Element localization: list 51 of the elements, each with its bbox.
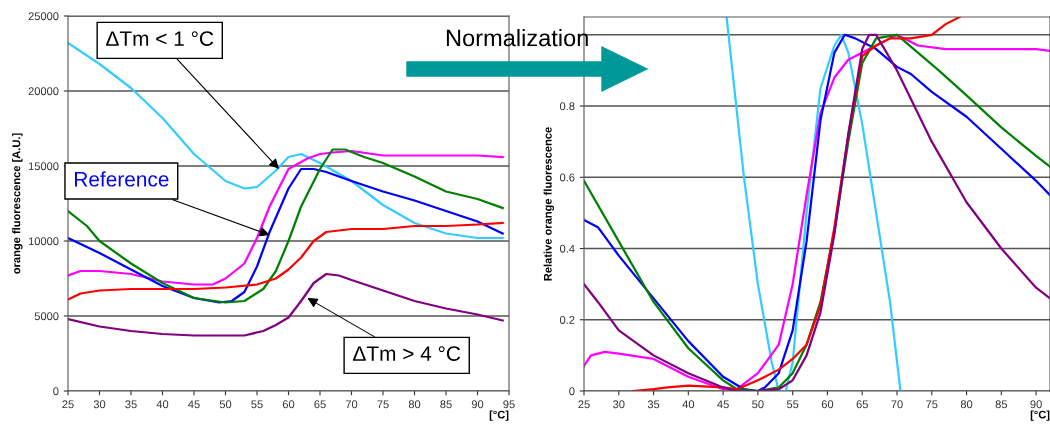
x-tick-label: 85	[995, 400, 1008, 409]
y-axis-title: orange fluorescence [A.U.]	[12, 133, 23, 274]
x-tick-label: 50	[752, 400, 764, 409]
y-tick-label: 0.4	[559, 244, 575, 253]
annotation: ΔTm > 4 °C	[353, 346, 461, 361]
annotation: ΔTm < 1 °C	[106, 31, 214, 46]
annotation: Reference	[75, 171, 169, 187]
x-tick-label: 60	[821, 400, 834, 409]
y-tick-label: 20000	[28, 87, 59, 96]
x-tick-label: 25	[62, 400, 74, 409]
x-tick-label: 65	[314, 400, 326, 409]
x-tick-label: 70	[345, 400, 358, 409]
x-tick-label: 55	[786, 400, 799, 409]
x-axis-title: [°C]	[1030, 410, 1050, 421]
y-tick-label: 0.2	[559, 316, 575, 324]
x-tick-label: 40	[156, 400, 169, 409]
line-series	[725, 17, 902, 391]
x-tick-label: 65	[856, 400, 868, 409]
y-axis-title: Relative orange fluorescence	[543, 127, 554, 281]
x-tick-label: 30	[613, 400, 625, 409]
line-series	[68, 221, 504, 301]
annotation: Normalization	[446, 29, 588, 47]
x-tick-label: 90	[471, 400, 484, 409]
y-tick-label: 0	[53, 387, 59, 396]
x-tick-label: 45	[188, 400, 200, 409]
y-tick-label: 0.6	[559, 173, 575, 182]
x-tick-label: 30	[93, 400, 106, 409]
y-tick-label: 25000	[28, 12, 59, 21]
y-tick-label: 0.8	[559, 102, 575, 111]
x-tick-label: 50	[219, 400, 232, 409]
y-tick-label: 10000	[28, 237, 59, 246]
x-tick-label: 80	[408, 400, 421, 409]
x-tick-label: 75	[377, 400, 389, 409]
x-tick-label: 75	[926, 400, 938, 409]
x-tick-label: 95	[503, 400, 515, 409]
y-tick-label: 15000	[28, 162, 59, 171]
x-tick-label: 70	[891, 400, 903, 409]
x-axis-title: [°C]	[489, 410, 509, 421]
x-tick-label: 85	[440, 400, 452, 409]
x-tick-label: 40	[682, 400, 695, 409]
x-tick-label: 55	[251, 400, 263, 409]
x-tick-label: 80	[960, 400, 973, 409]
x-tick-label: 90	[1030, 400, 1042, 409]
x-tick-label: 35	[647, 400, 660, 409]
x-tick-label: 25	[578, 400, 590, 409]
x-tick-label: 35	[125, 400, 137, 409]
x-tick-label: 60	[282, 400, 295, 409]
y-tick-label: 0	[569, 387, 575, 396]
x-tick-label: 45	[717, 400, 729, 409]
line-series	[68, 272, 504, 337]
y-tick-label: 5000	[34, 312, 59, 321]
